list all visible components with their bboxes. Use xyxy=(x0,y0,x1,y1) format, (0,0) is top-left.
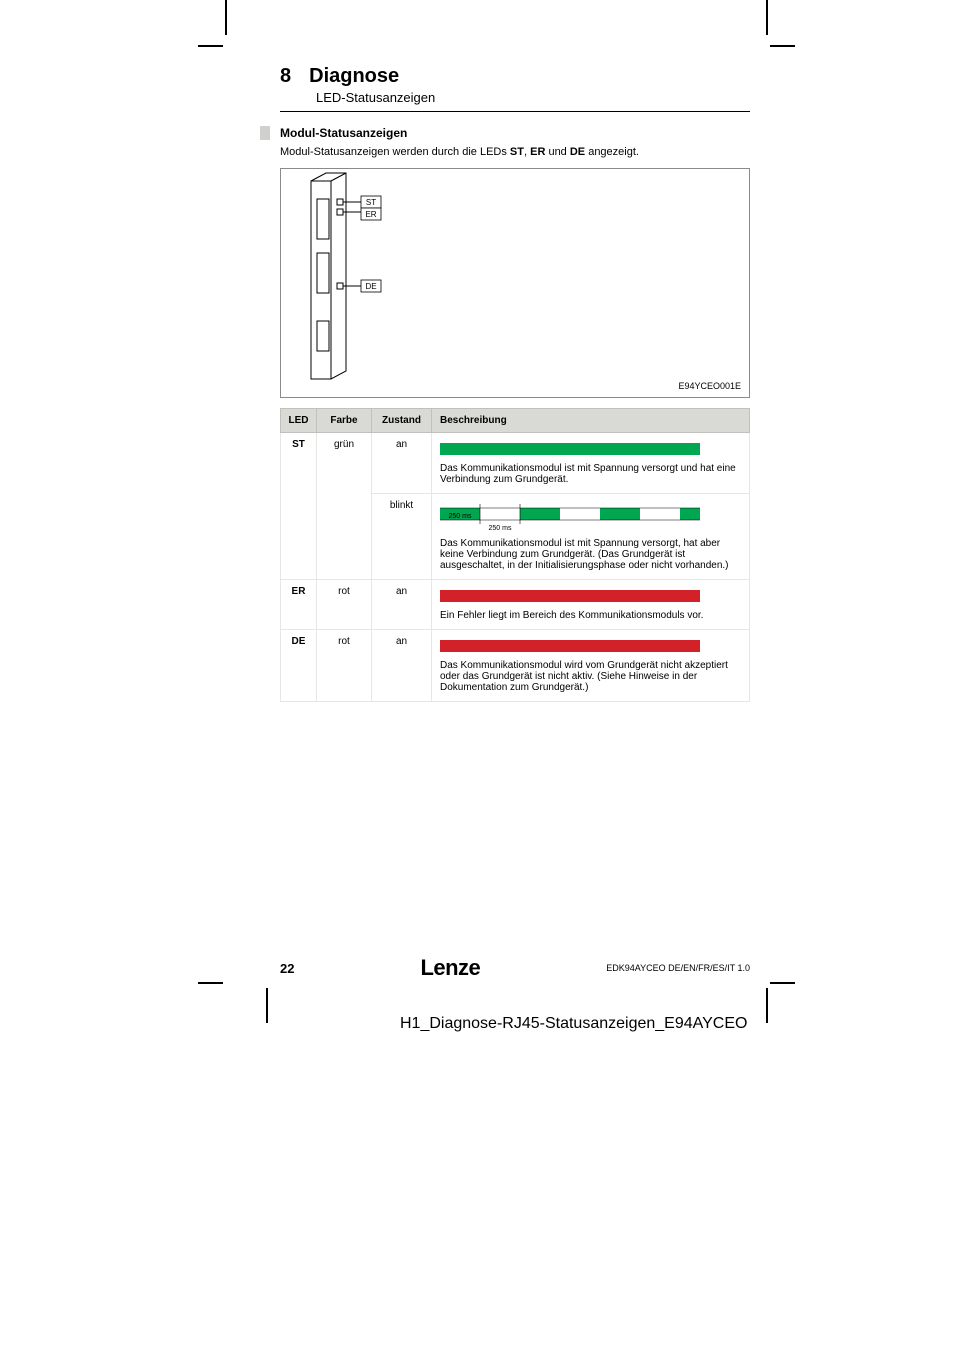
bottom-reference: H1_Diagnose-RJ45-Statusanzeigen_E94AYCEO xyxy=(400,1015,747,1033)
svg-text:250 ms: 250 ms xyxy=(489,525,512,532)
cell-farbe: grün xyxy=(317,433,372,580)
cell-zustand: an xyxy=(372,580,432,630)
table-row: STgrünan Das Kommunikationsmodul ist mit… xyxy=(281,433,750,494)
page: 8 Diagnose LED-Statusanzeigen Modul-Stat… xyxy=(0,0,954,1350)
th-zustand: Zustand xyxy=(372,409,432,433)
section-title: Modul-Statusanzeigen xyxy=(280,126,750,140)
figure-label-de: DE xyxy=(365,282,376,291)
status-bar-solid xyxy=(440,441,700,457)
crop-mark xyxy=(766,0,768,35)
crop-mark xyxy=(198,45,223,47)
cell-description: 250 ms 250 ms Das Kommunikationsmodul is… xyxy=(432,494,750,580)
crop-mark xyxy=(770,982,795,984)
cell-farbe: rot xyxy=(317,630,372,702)
cell-led: ER xyxy=(281,580,317,630)
th-led: LED xyxy=(281,409,317,433)
description-text: Ein Fehler liegt im Bereich des Kommunik… xyxy=(440,610,741,621)
section-intro: Modul-Statusanzeigen werden durch die LE… xyxy=(280,146,750,158)
description-text: Das Kommunikationsmodul ist mit Spannung… xyxy=(440,463,741,485)
module-diagram: ST ER DE xyxy=(291,171,451,391)
figure-label-er: ER xyxy=(365,210,376,219)
crop-mark xyxy=(766,988,768,1023)
chapter-title: Diagnose xyxy=(309,65,399,88)
content-area: 8 Diagnose LED-Statusanzeigen Modul-Stat… xyxy=(280,65,750,702)
status-bar-solid xyxy=(440,638,700,654)
crop-mark xyxy=(198,982,223,984)
cell-description: Das Kommunikationsmodul ist mit Spannung… xyxy=(432,433,750,494)
page-number: 22 xyxy=(280,961,294,976)
description-text: Das Kommunikationsmodul wird vom Grundge… xyxy=(440,660,741,693)
cell-farbe: rot xyxy=(317,580,372,630)
chapter-subtitle: LED-Statusanzeigen xyxy=(316,90,750,105)
table-row: DErotan Das Kommunikationsmodul wird vom… xyxy=(281,630,750,702)
cell-zustand: blinkt xyxy=(372,494,432,580)
module-figure: ST ER DE E94YCEO001E xyxy=(280,168,750,398)
chapter-number: 8 xyxy=(280,65,291,88)
heading-rule xyxy=(280,111,750,112)
th-farbe: Farbe xyxy=(317,409,372,433)
cell-led: DE xyxy=(281,630,317,702)
cell-description: Ein Fehler liegt im Bereich des Kommunik… xyxy=(432,580,750,630)
chapter-heading: 8 Diagnose xyxy=(280,65,750,88)
intro-text: angezeigt. xyxy=(585,146,639,158)
led-name-er: ER xyxy=(530,146,545,158)
status-bar-solid xyxy=(440,588,700,604)
cell-zustand: an xyxy=(372,630,432,702)
cell-led: ST xyxy=(281,433,317,580)
table-row: ERrotan Ein Fehler liegt im Bereich des … xyxy=(281,580,750,630)
led-status-table: LED Farbe Zustand Beschreibung STgrünan … xyxy=(280,408,750,702)
section-marker xyxy=(260,126,270,140)
figure-id: E94YCEO001E xyxy=(678,381,741,391)
th-beschreibung: Beschreibung xyxy=(432,409,750,433)
figure-label-st: ST xyxy=(366,198,376,207)
description-text: Das Kommunikationsmodul ist mit Spannung… xyxy=(440,538,741,571)
page-footer: 22 Lenze EDK94AYCEO DE/EN/FR/ES/IT 1.0 xyxy=(280,955,750,981)
crop-mark xyxy=(266,988,268,1023)
intro-text: Modul-Statusanzeigen werden durch die LE… xyxy=(280,146,510,158)
crop-mark xyxy=(225,0,227,35)
led-name-de: DE xyxy=(570,146,585,158)
table-header-row: LED Farbe Zustand Beschreibung xyxy=(281,409,750,433)
svg-text:250 ms: 250 ms xyxy=(449,513,472,520)
cell-description: Das Kommunikationsmodul wird vom Grundge… xyxy=(432,630,750,702)
led-name-st: ST xyxy=(510,146,524,158)
section-header-row: Modul-Statusanzeigen xyxy=(280,126,750,146)
status-bar-blink: 250 ms 250 ms xyxy=(440,502,700,532)
crop-mark xyxy=(770,45,795,47)
document-id: EDK94AYCEO DE/EN/FR/ES/IT 1.0 xyxy=(606,963,750,973)
intro-sep: und xyxy=(545,146,569,158)
cell-zustand: an xyxy=(372,433,432,494)
brand-logo: Lenze xyxy=(420,955,480,981)
